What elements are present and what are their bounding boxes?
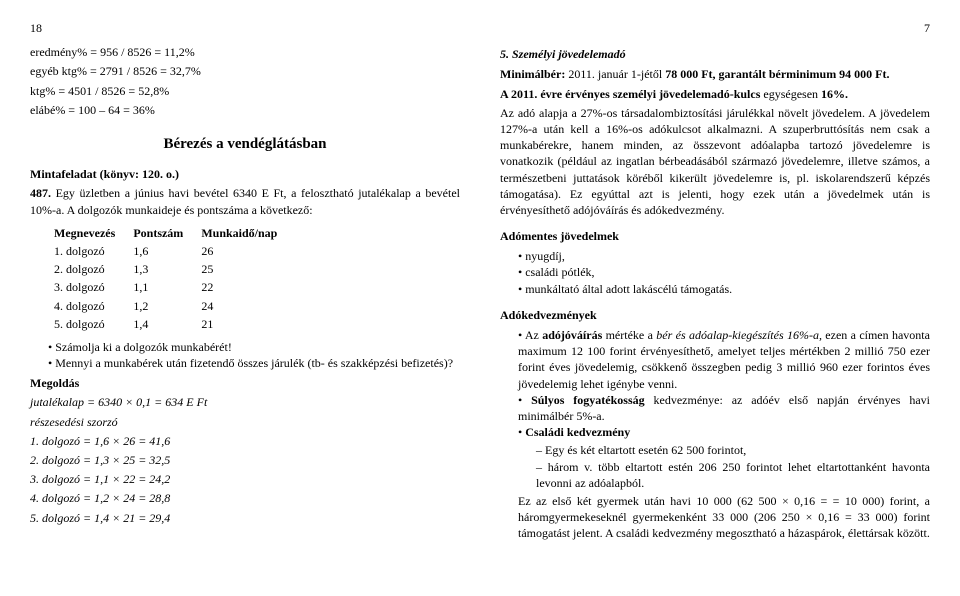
sol-3: 3. dolgozó = 1,1 × 22 = 24,2 xyxy=(30,471,460,487)
col-pontszam: Pontszám xyxy=(129,224,197,242)
adokedvezmenyek-title: Adókedvezmények xyxy=(500,307,930,323)
table-row: 5. dolgozó1,421 xyxy=(50,315,291,333)
sol-jutalek: jutalékalap = 6340 × 0,1 = 634 E Ft xyxy=(30,394,460,410)
adokedvezmenyek-list: Az adójóváírás mértéke a bér és adóalap-… xyxy=(500,327,930,541)
left-column: 18 eredmény% = 956 / 8526 = 11,2% egyéb … xyxy=(30,20,460,576)
adomentes-list: nyugdíj, családi pótlék, munkáltató álta… xyxy=(500,248,930,297)
table-row: 3. dolgozó1,122 xyxy=(50,278,291,296)
minimalber-label: Minimálbér: xyxy=(500,67,565,81)
minimalber-mid: 2011. január 1-jétől xyxy=(565,67,665,81)
sol-5: 5. dolgozó = 1,4 × 21 = 29,4 xyxy=(30,510,460,526)
task-487: 487. Egy üzletben a június havi bevétel … xyxy=(30,185,460,217)
table-row: 4. dolgozó1,224 xyxy=(50,297,291,315)
kedv-b1-mid: mértéke a xyxy=(602,328,656,342)
minimalber-line: Minimálbér: 2011. január 1-jétől 78 000 … xyxy=(500,66,930,82)
kedv-fogyatekossag: Súlyos fogyatékosság kedvezménye: az adó… xyxy=(518,392,930,424)
section-5-title: 5. Személyi jövedelemadó xyxy=(500,46,930,62)
calc-line-3: ktg% = 4501 / 8526 = 52,8% xyxy=(30,83,460,99)
calc-line-4: elábé% = 100 – 64 = 36% xyxy=(30,102,460,118)
kulcs-percent: 16%. xyxy=(821,87,848,101)
kulcs-prefix: A 2011. évre érvényes személyi jövedelem… xyxy=(500,87,763,101)
kedv-csaladi: Családi kedvezmény Egy és két eltartott … xyxy=(518,424,930,541)
sol-1: 1. dolgozó = 1,6 × 26 = 41,6 xyxy=(30,433,460,449)
table-row: 1. dolgozó1,626 xyxy=(50,242,291,260)
calc-line-1: eredmény% = 956 / 8526 = 11,2% xyxy=(30,44,460,60)
kedv-b3-d1: Egy és két eltartott esetén 62 500 forin… xyxy=(536,442,930,458)
sol-4: 4. dolgozó = 1,2 × 24 = 28,8 xyxy=(30,490,460,506)
page-number-left: 18 xyxy=(30,20,460,36)
kedv-b1-bold: adójóváírás xyxy=(542,328,602,342)
task-bullets: Számolja ki a dolgozók munkabérét! Menny… xyxy=(30,339,460,371)
bullet-szamolja: Számolja ki a dolgozók munkabérét! xyxy=(48,339,460,355)
adomentes-csaladi: családi pótlék, xyxy=(518,264,930,280)
page-number-right: 7 xyxy=(500,20,930,36)
ado-alap-paragraph: Az adó alapja a 27%-os társadalombiztosí… xyxy=(500,105,930,218)
bullet-mennyi: Mennyi a munkabérek után fizetendő össze… xyxy=(48,355,460,371)
right-column: 7 5. Személyi jövedelemadó Minimálbér: 2… xyxy=(500,20,930,576)
kedv-adojovairas: Az adójóváírás mértéke a bér és adóalap-… xyxy=(518,327,930,392)
col-megnevezes: Megnevezés xyxy=(50,224,129,242)
kedv-b3-d2: három v. több eltartott estén 206 250 fo… xyxy=(536,459,930,491)
sol-reszesedesi: részesedési szorzó xyxy=(30,414,460,430)
kedv-b1-pre: Az xyxy=(525,328,542,342)
adomentes-nyugdij: nyugdíj, xyxy=(518,248,930,264)
kedv-b2-bold: Súlyos fogyatékosság xyxy=(531,393,645,407)
kedv-csaladi-sublist: Egy és két eltartott esetén 62 500 forin… xyxy=(518,442,930,491)
kulcs-mid: egységesen xyxy=(763,87,821,101)
kedv-b3-paragraph: Ez az első két gyermek után havi 10 000 … xyxy=(518,493,930,542)
table-header-row: Megnevezés Pontszám Munkaidő/nap xyxy=(50,224,291,242)
adomentes-title: Adómentes jövedelmek xyxy=(500,228,930,244)
minimalber-values: 78 000 Ft, garantált bérminimum 94 000 F… xyxy=(665,67,889,81)
workers-table: Megnevezés Pontszám Munkaidő/nap 1. dolg… xyxy=(50,224,291,333)
sol-2: 2. dolgozó = 1,3 × 25 = 32,5 xyxy=(30,452,460,468)
kedv-b1-ital: bér és adóalap-kiegészítés 16%-a, xyxy=(656,328,822,342)
task-number: 487. xyxy=(30,186,51,200)
table-row: 2. dolgozó1,325 xyxy=(50,260,291,278)
kedv-b3-label: Családi kedvezmény xyxy=(525,425,630,439)
calc-line-2: egyéb ktg% = 2791 / 8526 = 32,7% xyxy=(30,63,460,79)
adomentes-munkaltato: munkáltató által adott lakáscélú támogat… xyxy=(518,281,930,297)
kulcs-line: A 2011. évre érvényes személyi jövedelem… xyxy=(500,86,930,102)
mintafeladat-label: Mintafeladat (könyv: 120. o.) xyxy=(30,166,460,182)
task-text: Egy üzletben a június havi bevétel 6340 … xyxy=(30,186,460,216)
section-heading-berezes: Bérezés a vendéglátásban xyxy=(30,134,460,154)
megoldas-label: Megoldás xyxy=(30,375,460,391)
col-munkaido: Munkaidő/nap xyxy=(197,224,291,242)
